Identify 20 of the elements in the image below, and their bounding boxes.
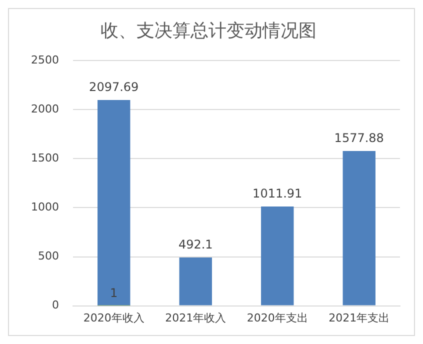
data-label: 1577.88 xyxy=(334,131,384,146)
data-label: 1011.91 xyxy=(252,186,302,201)
chart-title: 收、支决算总计变动情况图 xyxy=(100,20,316,42)
y-tick-label: 1000 xyxy=(30,200,59,214)
y-tick-label: 2000 xyxy=(30,102,59,116)
x-tick-label: 2020年收入 xyxy=(83,311,144,324)
y-tick-label: 0 xyxy=(52,298,59,312)
y-tick-label: 2500 xyxy=(30,53,59,66)
bar xyxy=(179,258,212,306)
x-tick-label: 2020年支出 xyxy=(246,311,308,324)
y-tick-label: 500 xyxy=(38,250,59,263)
x-tick-label: 2021年收入 xyxy=(165,311,226,324)
y-tick-label: 1500 xyxy=(30,152,59,165)
bar xyxy=(98,100,130,306)
data-label: 1 xyxy=(110,286,118,300)
bar xyxy=(261,206,294,306)
data-label: 492.1 xyxy=(178,238,213,252)
bar xyxy=(342,151,376,306)
x-tick-label: 2021年支出 xyxy=(328,311,390,324)
data-label: 2097.69 xyxy=(89,80,139,94)
